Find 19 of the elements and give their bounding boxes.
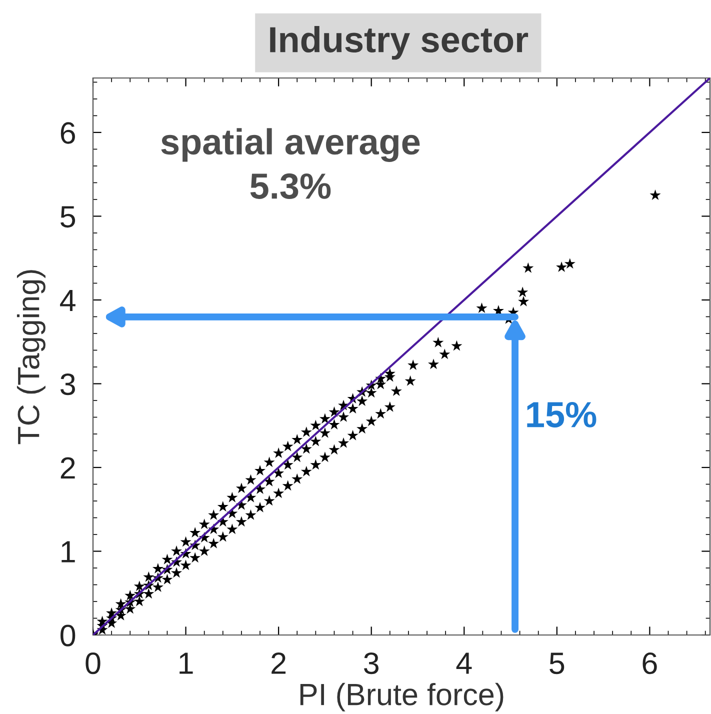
y-tick-label: 0	[60, 624, 76, 646]
y-tick-label: 3	[60, 373, 75, 396]
x-tick-label: 2	[272, 652, 286, 674]
y-tick-label: 6	[60, 122, 75, 144]
x-tick-label: 1	[180, 652, 193, 674]
chart-title: Industry sector	[270, 26, 528, 60]
annotation: 15%	[527, 402, 596, 428]
y-tick-label: 5	[60, 206, 76, 228]
x-axis-title: PI (Brute force)	[300, 682, 504, 712]
y-tick-label: 2	[60, 457, 75, 479]
x-tick-label: 5	[550, 652, 564, 674]
y-tick-label: 1	[62, 541, 75, 562]
x-tick-label: 6	[642, 652, 657, 674]
x-tick-label: 3	[364, 652, 378, 674]
annotation: spatial average 5.3%	[161, 128, 420, 200]
x-tick-label: 0	[86, 652, 100, 674]
y-axis-title: TC (Tagging)	[16, 270, 46, 444]
x-tick-label: 4	[456, 652, 472, 674]
y-tick-label: 4	[60, 290, 76, 312]
